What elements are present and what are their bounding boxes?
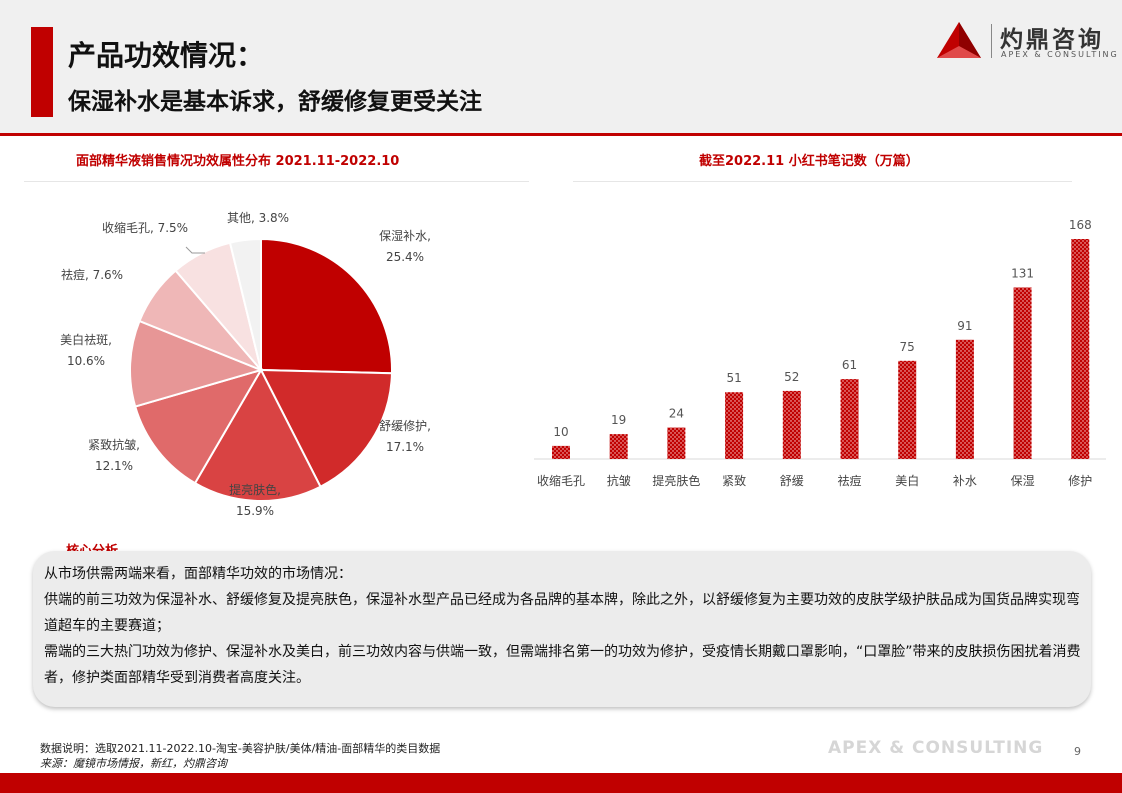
bar-value-label: 19 bbox=[611, 413, 626, 427]
bar-value-label: 52 bbox=[784, 370, 799, 384]
bar bbox=[667, 427, 686, 459]
header-accent-bar bbox=[31, 27, 53, 117]
pie-label-name: 舒缓修护, bbox=[379, 418, 431, 433]
pie-label-value: 10.6% bbox=[67, 354, 105, 368]
core-analysis-text: 从市场供需两端来看，面部精华功效的市场情况： 供端的前三功效为保湿补水、舒缓修复… bbox=[44, 561, 1084, 691]
core-line: 供端的前三功效为保湿补水、舒缓修复及提亮肤色，保湿补水型产品已经成为各品牌的基本… bbox=[44, 592, 1080, 634]
bar-value-label: 131 bbox=[1011, 267, 1034, 281]
bar-category-label: 抗皱 bbox=[607, 473, 631, 488]
logo-separator bbox=[991, 24, 992, 58]
bar-value-label: 51 bbox=[726, 371, 741, 385]
pie-slice bbox=[193, 367, 322, 502]
bar bbox=[609, 434, 628, 459]
pie-chart-title: 面部精华液销售情况功效属性分布 2021.11-2022.10 bbox=[76, 154, 400, 169]
bar bbox=[840, 379, 859, 459]
core-analysis-box bbox=[33, 551, 1091, 707]
bar bbox=[955, 339, 974, 459]
bar-value-label: 10 bbox=[553, 425, 568, 439]
page-title: 产品功效情况： bbox=[68, 39, 265, 72]
pie-slice bbox=[129, 319, 265, 408]
pie-chart: 保湿补水, 25.4% 舒缓修护, 17.1% 提亮肤色, 15.9% 紧致抗皱, 12.1%… bbox=[60, 211, 431, 518]
bar-value-label: 91 bbox=[957, 319, 972, 333]
bar-category-label: 修护 bbox=[1068, 473, 1092, 488]
pie-title-rule bbox=[24, 181, 529, 182]
header-band bbox=[0, 0, 1122, 133]
bar-category-label: 紧致 bbox=[722, 474, 746, 488]
pie-label: 祛痘, 7.6% bbox=[61, 267, 123, 282]
pie-label-value: 12.1% bbox=[95, 459, 133, 473]
bar-value-label: 24 bbox=[669, 407, 684, 421]
pie-label-name: 保湿补水, bbox=[379, 228, 431, 243]
pie-label-value: 15.9% bbox=[236, 504, 274, 518]
bar bbox=[1013, 287, 1032, 459]
bar-category-label: 提亮肤色 bbox=[652, 473, 700, 488]
page-number: 9 bbox=[1074, 745, 1081, 758]
pie-slice bbox=[259, 368, 393, 489]
bar bbox=[782, 390, 801, 459]
source-note: 来源：魔镜市场情报，新红，灼鼎咨询 bbox=[40, 757, 227, 770]
bar-category-label: 保湿 bbox=[1011, 473, 1035, 488]
footer-band bbox=[0, 773, 1122, 793]
pie-label-value: 17.1% bbox=[386, 440, 424, 454]
pie-label-name: 美白祛斑, bbox=[60, 332, 112, 347]
pie-slice bbox=[260, 237, 393, 375]
bar bbox=[552, 445, 570, 459]
page-subtitle: 保湿补水是基本诉求，舒缓修复更受关注 bbox=[68, 89, 482, 115]
data-note: 数据说明：选取2021.11-2022.10-淘宝-美容护肤/美体/精油-面部精… bbox=[40, 742, 441, 755]
bar-value-label: 75 bbox=[900, 340, 915, 354]
pie-leader-line bbox=[185, 246, 205, 254]
pie-label: 收缩毛孔, 7.5% bbox=[102, 220, 188, 235]
header-divider bbox=[0, 133, 1122, 136]
core-line: 从市场供需两端来看，面部精华功效的市场情况： bbox=[44, 566, 352, 582]
pie-label: 其他, 3.8% bbox=[227, 211, 289, 225]
bar-value-label: 61 bbox=[842, 358, 857, 372]
bar-value-label: 168 bbox=[1069, 218, 1092, 232]
bar-category-label: 舒缓 bbox=[780, 474, 804, 488]
bar bbox=[898, 360, 917, 459]
bar-category-label: 收缩毛孔 bbox=[537, 473, 585, 488]
logo-name-cn: 灼鼎咨询 bbox=[1000, 27, 1104, 53]
core-line: 需端的三大热门功效为修护、保湿补水及美白，前三功效内容与供端一致，但需端排名第一… bbox=[44, 644, 1081, 686]
pie-label-name: 提亮肤色, bbox=[229, 482, 281, 497]
bar-chart: 10 收缩毛孔 19 抗皱 24 提亮肤色 51 紧致 52 舒缓 61 祛痘 75 美白 91 补水 131 保… bbox=[534, 218, 1106, 488]
bar-chart-title: 截至2022.11 小红书笔记数（万篇） bbox=[699, 154, 919, 169]
bar-category-label: 补水 bbox=[953, 474, 977, 488]
bar-title-rule bbox=[573, 181, 1072, 182]
watermark: APEX & CONSULTING bbox=[828, 738, 1044, 758]
logo-mark-icon bbox=[937, 22, 981, 58]
pie-label-value: 25.4% bbox=[386, 250, 424, 264]
pie-slice bbox=[228, 237, 262, 371]
pie-label-name: 紧致抗皱, bbox=[88, 437, 140, 452]
bar bbox=[1071, 239, 1090, 459]
bar-category-label: 祛痘 bbox=[837, 473, 861, 488]
bar-category-label: 美白 bbox=[895, 473, 919, 488]
bar bbox=[725, 392, 744, 459]
logo-name-en: APEX & CONSULTING bbox=[1001, 50, 1119, 59]
